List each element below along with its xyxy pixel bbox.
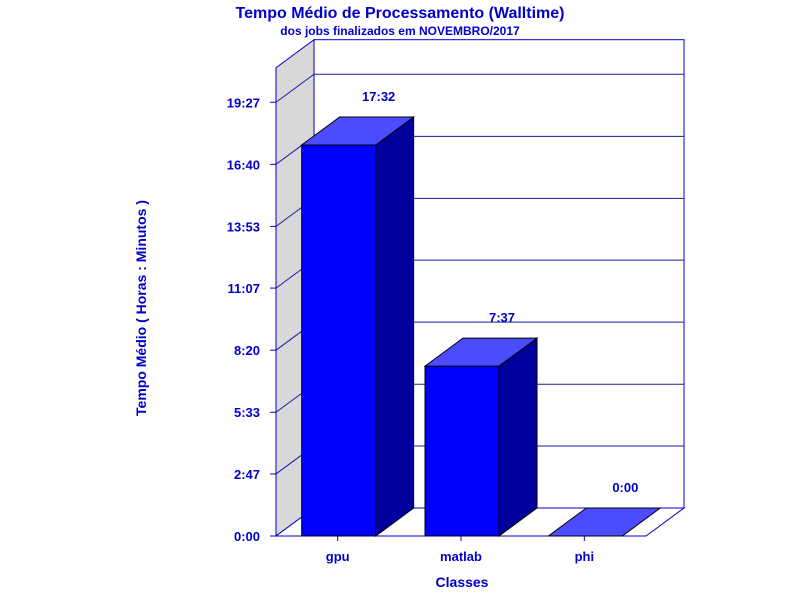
y-tick-label: 2:47 [234,467,260,482]
y-tick-label: 16:40 [227,157,260,172]
y-tick-label: 8:20 [234,343,260,358]
y-axis-label: Tempo Médio ( Horas : Minutos ) [133,200,149,416]
x-tick-label: gpu [326,549,350,564]
bar-matlab [423,337,539,537]
bar-side [375,116,415,537]
bar-top [300,116,416,146]
bar-top [423,337,539,367]
bar-side [498,337,538,537]
y-tick-label: 11:07 [227,281,260,296]
data-label: 0:00 [612,480,638,495]
data-label: 17:32 [362,89,395,104]
data-label: 7:37 [489,310,515,325]
x-tick-label: phi [575,549,595,564]
x-axis-label: Classes [436,574,489,590]
bar-gpu [300,116,416,537]
bar-front [424,365,500,537]
bar-phi [546,507,662,537]
chart-subtitle: dos jobs finalizados em NOVEMBRO/2017 [280,24,520,38]
bar-top [546,507,662,537]
x-axis-labels: gpu matlab phi [326,536,594,564]
y-tick-label: 19:27 [227,95,260,110]
gridline-side [275,73,315,103]
y-tick-label: 0:00 [234,529,260,544]
chart-title: Tempo Médio de Processamento (Walltime) [236,5,565,22]
bar-front [301,144,377,537]
x-tick-label: matlab [440,549,482,564]
bars: 17:32 7:37 0:00 [300,89,662,537]
y-tick-label: 13:53 [227,219,260,234]
y-tick-label: 5:33 [234,405,260,420]
